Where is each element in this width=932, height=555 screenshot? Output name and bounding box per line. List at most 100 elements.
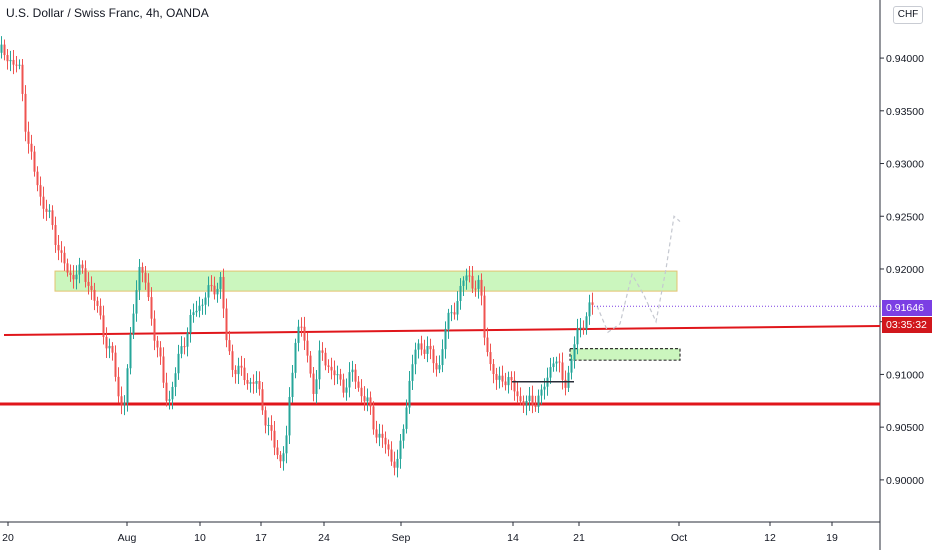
candle-up	[126, 368, 129, 403]
candle-down	[72, 274, 75, 280]
candle-up	[528, 395, 531, 401]
candle-down	[360, 387, 363, 397]
candle-down	[330, 366, 333, 371]
candle-down	[513, 380, 516, 392]
candle-down	[306, 340, 309, 356]
candle-down	[324, 352, 327, 366]
candle-down	[429, 345, 432, 350]
candle-down	[66, 263, 69, 273]
candle-up	[402, 428, 405, 441]
candle-down	[147, 282, 150, 298]
candle-down	[504, 381, 507, 386]
candle-up	[414, 349, 417, 365]
candle-down	[90, 285, 93, 290]
candle-down	[93, 289, 96, 301]
candle-up	[543, 386, 546, 390]
candle-down	[27, 131, 30, 144]
last-price-badge: 0.91646	[882, 300, 932, 316]
candle-up	[411, 364, 414, 381]
candle-up	[477, 279, 480, 289]
candle-down	[270, 424, 273, 431]
candle-down	[57, 244, 60, 251]
candle-down	[12, 59, 15, 65]
candle-up	[291, 372, 294, 397]
candle-down	[231, 351, 234, 370]
candle-up	[285, 435, 288, 454]
candle-up	[345, 387, 348, 393]
candle-down	[45, 208, 48, 212]
candle-down	[183, 346, 186, 348]
candle-down	[21, 64, 24, 94]
candle-up	[456, 300, 459, 315]
candle-up	[207, 285, 210, 298]
candle-down	[519, 396, 522, 402]
candle-up	[417, 343, 420, 350]
currency-button[interactable]: CHF	[893, 6, 923, 24]
candle-down	[390, 449, 393, 462]
candle-down	[222, 276, 225, 309]
candle-down	[534, 404, 537, 407]
candle-up	[459, 285, 462, 301]
candle-up	[570, 359, 573, 373]
candle-down	[42, 196, 45, 209]
candle-up	[465, 275, 468, 281]
candle-down	[492, 364, 495, 375]
candle-up	[48, 210, 51, 212]
candle-down	[153, 318, 156, 341]
candle-down	[81, 264, 84, 269]
candle-up	[267, 424, 270, 426]
candle-up	[450, 312, 453, 314]
candle-down	[264, 410, 267, 426]
candle-down	[381, 433, 384, 438]
price-tick-label: 0.92500	[886, 211, 924, 223]
candle-up	[201, 304, 204, 306]
candle-down	[471, 275, 474, 289]
date-tick-label: 21	[573, 532, 585, 544]
candle-down	[300, 326, 303, 328]
price-tick-label: 0.93000	[886, 159, 924, 171]
candle-down	[558, 361, 561, 363]
candle-down	[84, 268, 87, 282]
candle-up	[129, 334, 132, 369]
candle-down	[276, 447, 279, 455]
support-line-upper	[3, 325, 881, 337]
candle-up	[399, 440, 402, 459]
candle-down	[489, 352, 492, 365]
candle-up	[408, 380, 411, 408]
candle-down	[162, 356, 165, 383]
chart-title: U.S. Dollar / Swiss Franc, 4h, OANDA	[6, 6, 209, 20]
candle-up	[198, 305, 201, 311]
candle-down	[39, 185, 42, 197]
candle-down	[36, 171, 39, 186]
candle-down	[279, 454, 282, 462]
candle-up	[9, 59, 12, 62]
candle-up	[525, 400, 528, 406]
candle-down	[339, 374, 342, 380]
candle-up	[174, 373, 177, 387]
candle-up	[192, 312, 195, 315]
candle-up	[396, 458, 399, 468]
candle-down	[159, 347, 162, 357]
candle-down	[591, 302, 594, 305]
candle-up	[378, 433, 381, 438]
candle-down	[453, 312, 456, 315]
candle-down	[228, 340, 231, 352]
candle-down	[303, 326, 306, 341]
candle-down	[120, 396, 123, 406]
candle-down	[261, 389, 264, 411]
candle-up	[507, 377, 510, 386]
candle-up	[237, 365, 240, 375]
candle-up	[171, 386, 174, 400]
date-tick-label: 20	[2, 532, 14, 544]
candle-down	[3, 44, 6, 56]
candle-down	[486, 337, 489, 353]
candle-down	[234, 369, 237, 375]
candle-up	[579, 327, 582, 329]
candle-up	[585, 316, 588, 330]
candle-down	[564, 379, 567, 388]
candle-down	[150, 297, 153, 319]
candle-up	[132, 313, 135, 335]
candle-up	[318, 350, 321, 380]
